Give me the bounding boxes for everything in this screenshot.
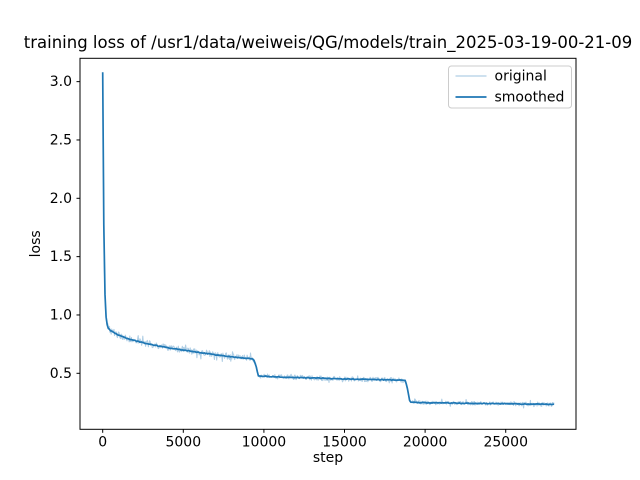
- x-tick-label: 10000: [242, 434, 287, 450]
- y-tick-label: 0.5: [50, 366, 72, 382]
- x-tick-label: 25000: [483, 434, 528, 450]
- legend-label-original: original: [495, 69, 547, 85]
- legend-label-smoothed: smoothed: [495, 90, 565, 106]
- y-tick-label: 1.5: [50, 249, 72, 265]
- x-tick-label: 20000: [403, 434, 448, 450]
- y-axis-label: loss: [28, 230, 44, 257]
- x-axis-label: step: [313, 450, 343, 466]
- y-tick-label: 3.0: [50, 74, 72, 90]
- chart-title: training loss of /usr1/data/weiweis/QG/m…: [24, 33, 633, 53]
- x-tick-label: 5000: [165, 434, 201, 450]
- x-tick-label: 15000: [322, 434, 367, 450]
- y-tick-label: 1.0: [50, 307, 72, 323]
- axes-frame: [79, 57, 577, 430]
- y-tick-label: 2.0: [50, 191, 72, 207]
- x-tick-label: 0: [98, 434, 107, 450]
- y-tick-label: 2.5: [50, 132, 72, 148]
- smoothed-loss-line: [101, 72, 555, 406]
